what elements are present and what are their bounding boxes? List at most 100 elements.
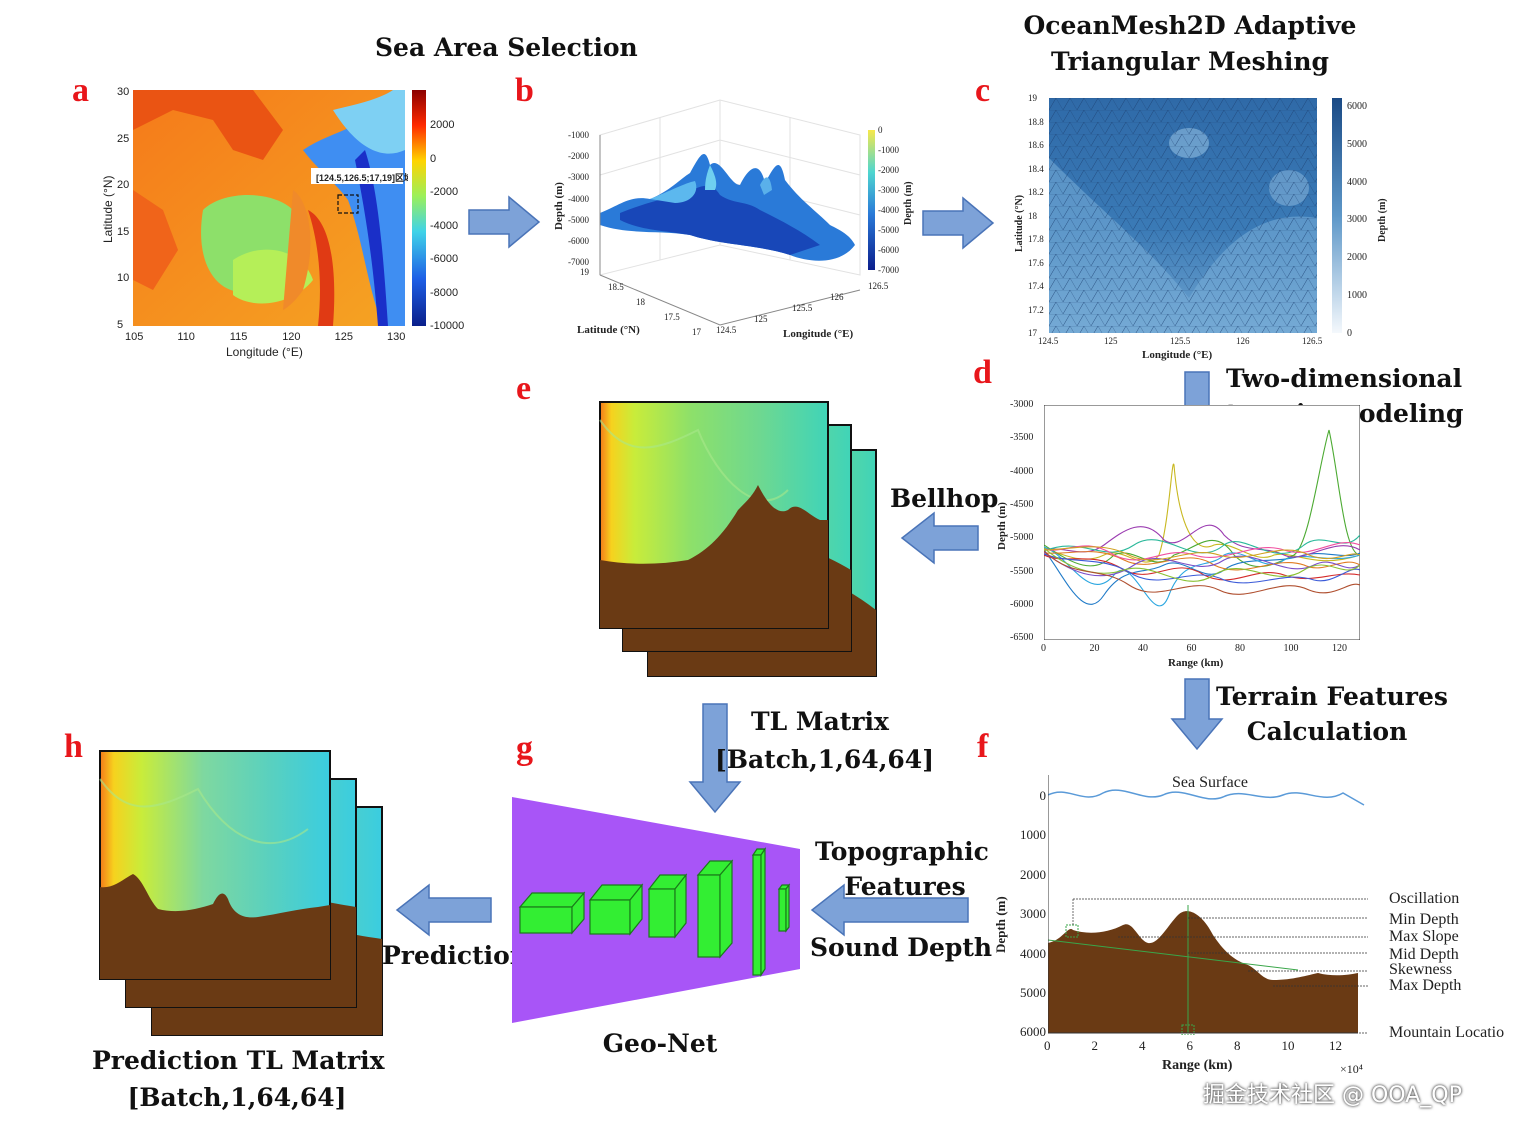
surface-cbar-tick: 0 [878,125,883,135]
pred-tl-line1: Prediction TL Matrix [92,1046,385,1075]
surface-lat-label: Latitude (°N) [577,324,640,336]
terrain-xtick: 0 [1041,643,1046,654]
mesh-title-line1: OceanMesh2D Adaptive [1023,11,1357,40]
bathymetry-map [133,90,405,326]
feature-annotation: Min Depth [1389,911,1459,928]
topographic-line1: Topographic [815,837,989,866]
terrain-ytick: -3500 [1010,432,1034,444]
mesh-ylabel: Latitude (°N) [1014,194,1025,252]
feature-annotation: Max Depth [1389,977,1462,994]
panel-letter-b: b [515,72,534,109]
tl-matrix-stack [599,401,877,677]
mesh-ytick: 18.6 [1028,140,1044,150]
surface-ztick: -5000 [568,214,589,225]
surface-zlabel: Depth (m) [553,182,565,230]
features-ytick: 1000 [1020,827,1046,843]
map-xtick: 120 [282,331,301,343]
mesh-ytick: 18 [1028,210,1037,221]
sea-area-title: Sea Area Selection [375,33,638,62]
features-ytick: 5000 [1020,985,1046,1000]
surface-lat-tick: 17.5 [664,312,680,322]
arrow-g-to-h [395,883,492,937]
map-colorbar [412,90,426,326]
map-xtick: 125 [334,331,353,343]
map-ytick: 10 [117,272,130,285]
topographic-line2: Features [844,872,966,901]
surface-lon-tick: 124.5 [716,325,737,335]
terrain-ylabel: Depth (m) [996,502,1008,550]
arrow-d-to-e [900,511,979,565]
terrain-xtick: 20 [1089,643,1100,654]
panel-letter-g: g [516,730,533,767]
features-ylabel: Depth (m) [993,896,1008,953]
terrain-title-line1: Two-dimensional [1226,364,1463,393]
features-ytick: 0 [1039,788,1047,803]
surface-ztick: -6000 [568,236,589,246]
map-xtick: 115 [229,331,248,343]
surface-cbar-tick: -5000 [878,225,899,235]
panel-letter-c: c [975,72,991,109]
panel-letter-f: f [977,728,989,765]
features-title-line2: Calculation [1246,717,1408,746]
map-xtick: 130 [387,331,406,343]
terrain-ytick: -6000 [1010,598,1034,610]
mesh-xtick: 124.5 [1038,336,1059,346]
mesh-cbar-tick: 6000 [1347,101,1367,112]
conv-block-4 [696,859,734,959]
surface-ztick: -3000 [568,172,589,183]
mesh-xtick: 125 [1104,336,1118,346]
map-ytick: 15 [117,225,130,238]
map-ytick: 30 [117,86,130,98]
map-cbar-tick: 2000 [430,119,455,131]
map-xtick: 110 [177,331,195,343]
surface-ztick: -7000 [568,257,589,268]
arrow-e-to-g [688,703,742,814]
mesh-ytick: 19 [1028,93,1037,103]
surface-lon-tick: 126 [830,292,844,302]
pred-layer-1 [99,750,331,980]
triangular-mesh-plot [1049,98,1317,333]
features-x-exponent: ×10⁴ [1340,1062,1363,1076]
terrain-ytick: -4000 [1010,465,1034,477]
mesh-title-line2: Triangular Meshing [1050,47,1330,76]
terrain-xlabel: Range (km) [1168,657,1224,669]
surface-cbar-tick: -3000 [878,185,899,195]
panel-letter-d: d [973,354,992,391]
features-ytick: 6000 [1020,1024,1046,1040]
mesh-ytick: 17 [1028,328,1037,338]
surface-cbar-tick: -6000 [878,245,899,255]
panel-letter-h: h [64,728,83,765]
terrain-ytick: -4500 [1010,498,1034,510]
features-xtick: 0 [1044,1038,1051,1053]
mesh-ytick: 18.4 [1028,163,1044,174]
mesh-cbar-tick: 4000 [1347,176,1367,188]
tl-matrix-line1: TL Matrix [751,707,889,736]
map-xlabel: Longitude (°E) [226,345,303,359]
mesh-ytick: 17.4 [1028,281,1044,291]
map-cbar-tick: -4000 [430,219,459,232]
panel-letter-e: e [516,370,532,407]
arrow-d-to-f [1170,678,1224,751]
surface-cbar-tick: -2000 [878,165,899,175]
mesh-cbar-tick: 1000 [1347,290,1367,301]
mesh-ytick: 17.8 [1028,234,1044,244]
feature-annotation: Oscillation [1389,890,1460,907]
map-ylabel: Latitude (°N) [101,175,115,244]
geonet-label: Geo-Net [602,1029,718,1058]
features-xtick: 8 [1234,1038,1241,1053]
surface-lon-tick: 126.5 [868,281,889,291]
surface-ztick: -4000 [568,193,589,204]
prediction-label: Prediction [382,941,528,970]
map-cbar-tick: -6000 [430,253,459,265]
mesh-ytick: 18.2 [1028,187,1044,197]
terrain-profiles-plot [1044,405,1360,640]
mesh-colorbar [1332,98,1342,333]
surface-lon-tick: 125.5 [792,303,813,313]
mesh-xlabel: Longitude (°E) [1142,349,1213,361]
mesh-cbar-tick: 2000 [1347,252,1367,264]
pred-tl-line2: [Batch,1,64,64] [127,1083,347,1112]
terrain-xtick: 120 [1332,643,1347,654]
mesh-ytick: 18.8 [1028,116,1044,127]
prediction-tl-stack [99,750,383,1036]
features-xtick: 12 [1329,1038,1342,1053]
